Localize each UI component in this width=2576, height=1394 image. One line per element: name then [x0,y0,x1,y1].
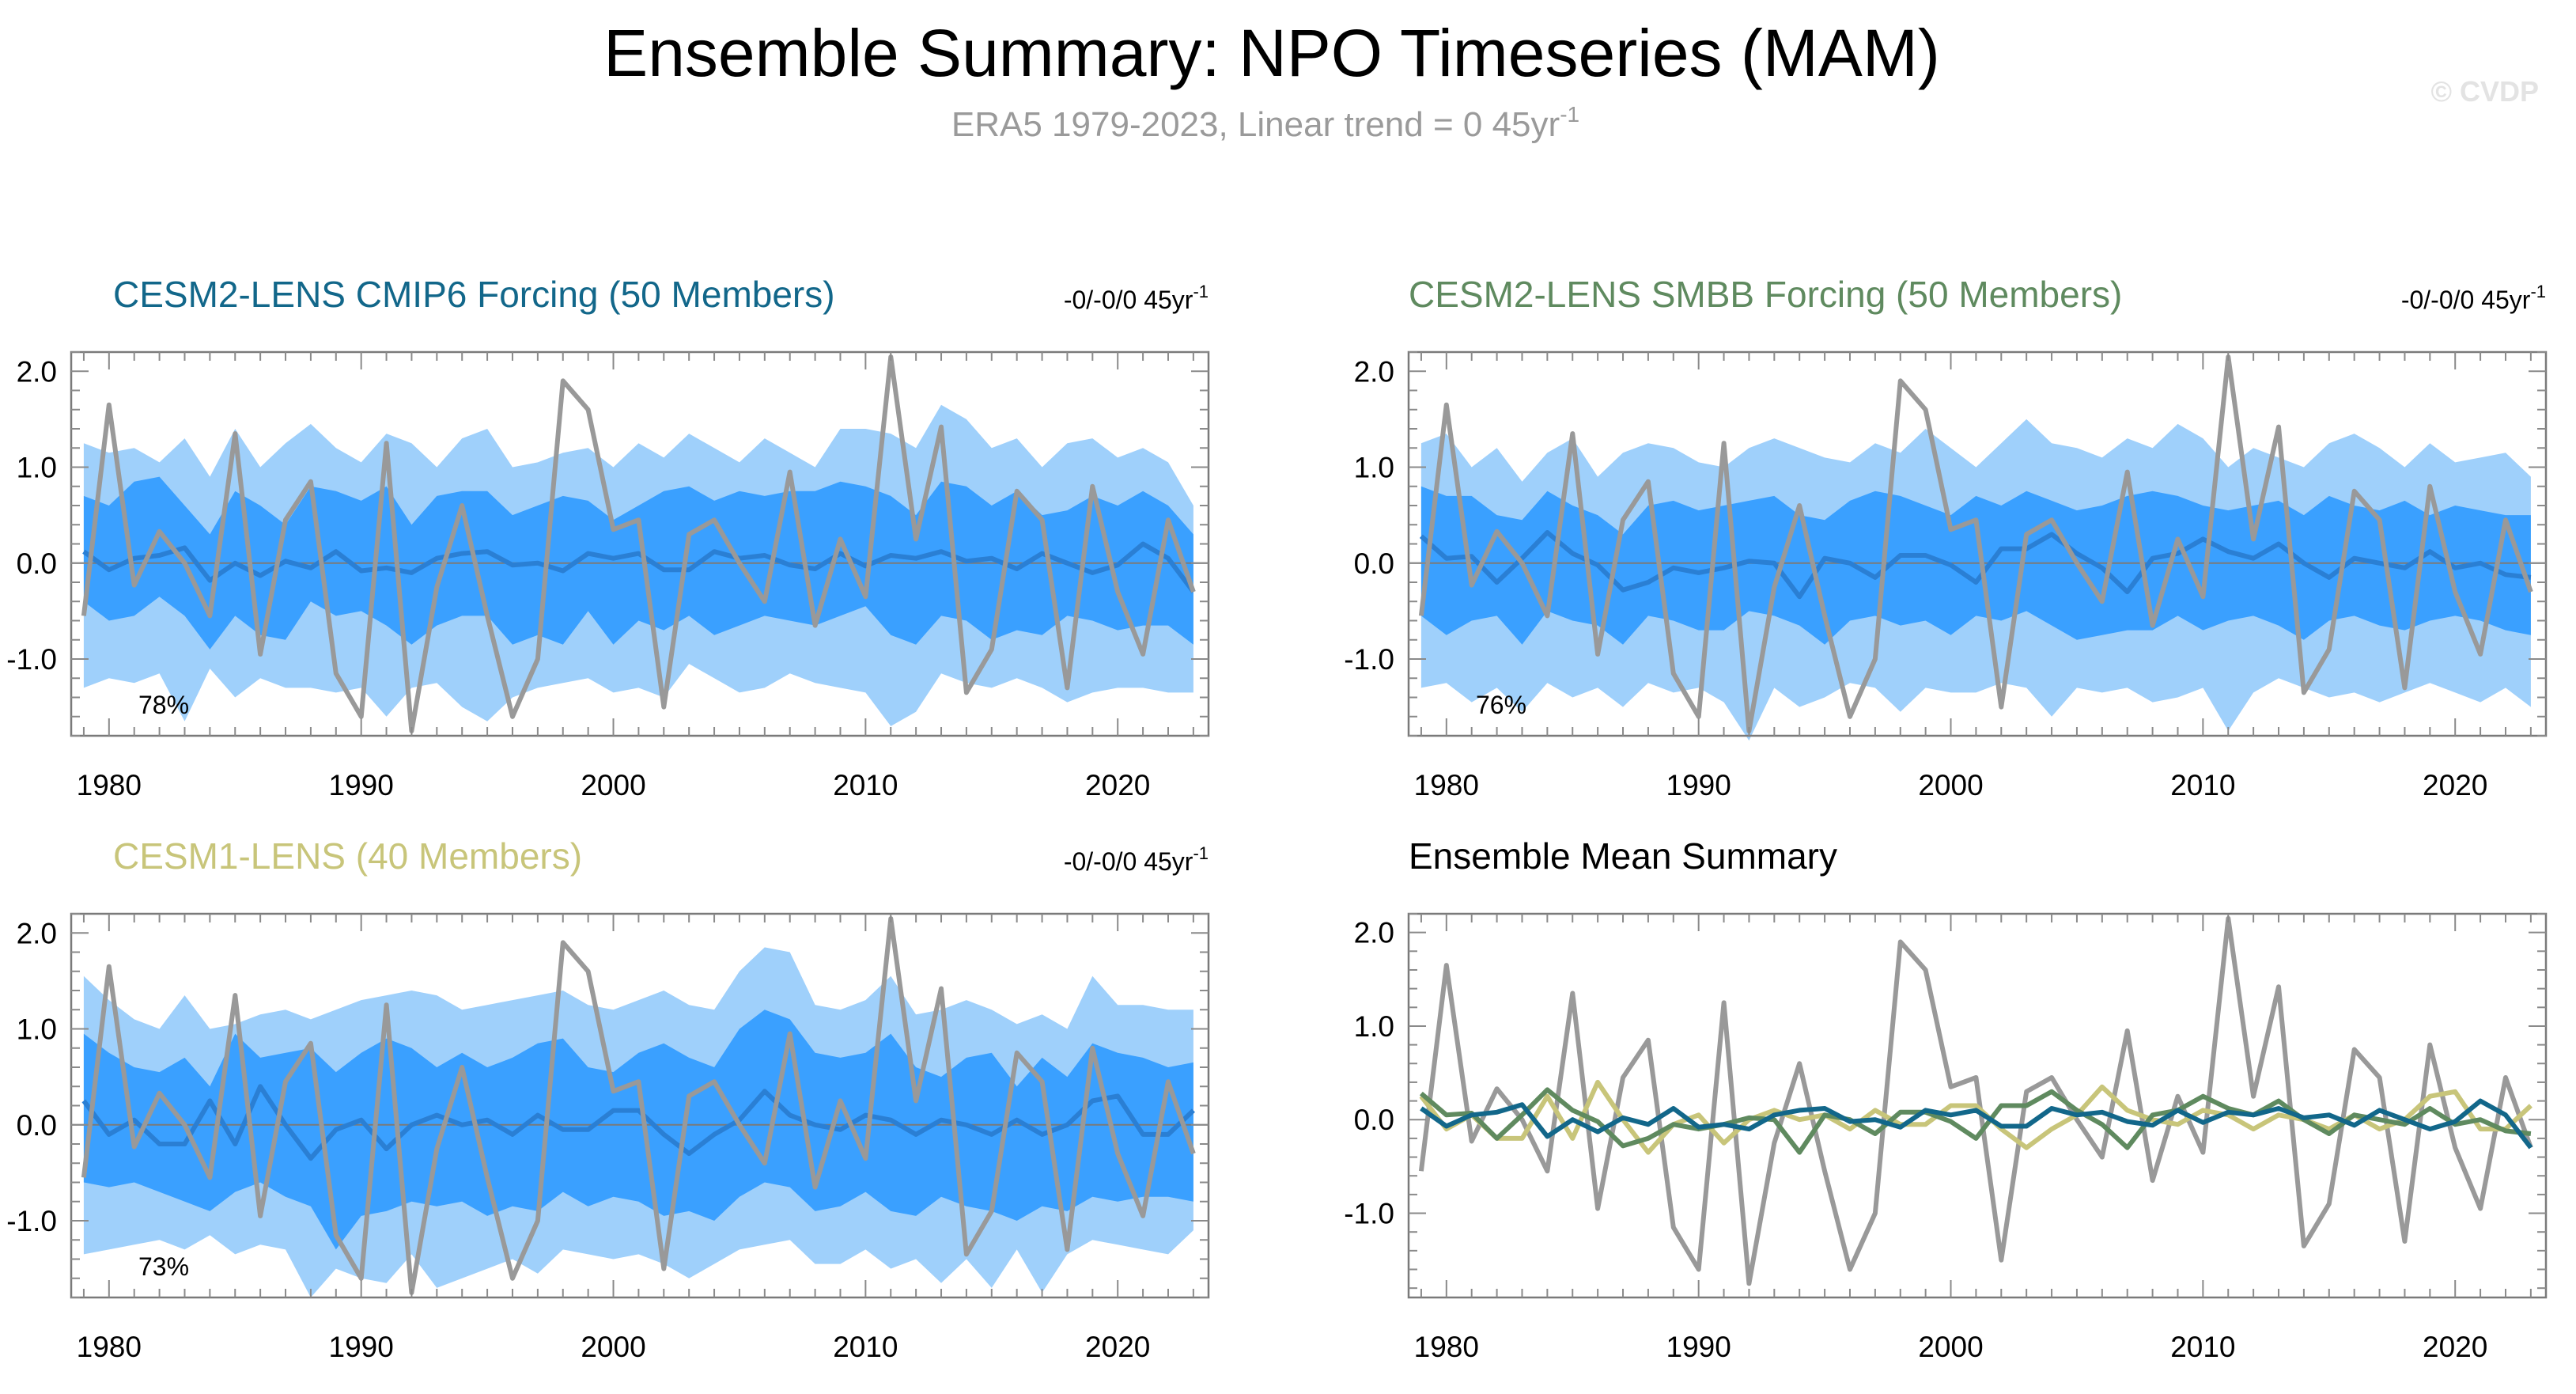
x-tick-label: 2020 [1085,1331,1150,1363]
panel-title: CESM2-LENS SMBB Forcing (50 Members) [1409,274,2122,315]
percent-label: 73% [138,1252,189,1281]
era5-observation-line [81,916,1196,1295]
ensemble-mean-line [82,541,1196,593]
y-tick-label: 0.0 [1354,1104,1394,1136]
series-line-era5 [1418,915,2533,1286]
x-tick-label: 2010 [833,769,898,801]
x-tick-label: 1980 [1414,1331,1479,1363]
trend-label: -0/-0/0 45yr-1 [1064,282,1209,314]
x-tick-label: 2000 [581,769,645,801]
x-tick-label: 1980 [77,769,142,801]
ensemble-mean-line [1419,530,2532,600]
x-tick-label: 2010 [2170,1331,2235,1363]
trend-label-main: -0/-0/0 45yr [1064,286,1193,314]
x-tick-label: 2020 [1085,769,1150,801]
x-tick-label: 2000 [1918,769,1983,801]
x-tick-label: 1980 [77,1331,142,1363]
x-tick-label: 1990 [1666,769,1731,801]
trend-label-main: -0/-0/0 45yr [2401,286,2531,314]
panel-title: CESM1-LENS (40 Members) [113,835,582,877]
x-tick-label: 2020 [2423,1331,2487,1363]
x-tick-label: 2000 [1918,1331,1983,1363]
y-tick-label: 2.0 [1354,355,1394,388]
y-tick-label: -1.0 [6,1205,57,1237]
trend-label: -0/-0/0 45yr-1 [2401,282,2546,314]
y-tick-label: 1.0 [17,452,57,484]
y-tick-label: 0.0 [17,547,57,580]
x-tick-label: 2010 [833,1331,898,1363]
y-tick-label: -1.0 [6,643,57,676]
trend-label-superscript: -1 [1193,282,1209,301]
y-tick-label: 1.0 [17,1013,57,1046]
y-tick-label: 2.0 [17,355,57,388]
x-tick-label: 1990 [329,1331,394,1363]
trend-label-main: -0/-0/0 45yr [1064,847,1193,876]
x-tick-label: 1990 [1666,1331,1731,1363]
figure-subtitle: ERA5 1979-2023, Linear trend = 0 45yr-1 [951,102,1579,144]
x-tick-label: 1980 [1414,769,1479,801]
figure-subtitle-main: ERA5 1979-2023, Linear trend = 0 45yr [951,105,1560,144]
y-tick-label: 0.0 [17,1109,57,1142]
y-tick-label: 1.0 [1354,1010,1394,1043]
percent-label: 76% [1476,691,1526,719]
panel-3: 73% -0/-0/0 45yr-1 CESM1-LENS (40 Members)… [6,835,1210,1363]
x-tick-label: 2000 [581,1331,645,1363]
y-tick-label: 2.0 [1354,917,1394,949]
x-tick-label: 1990 [329,769,394,801]
y-tick-label: 2.0 [17,917,57,949]
era5-observation-line [1418,354,2533,733]
ensemble-mean-line [81,1084,1195,1161]
trend-label-superscript: -1 [1193,843,1209,863]
inner-spread-band [83,1010,1193,1250]
trend-label-superscript: -1 [2530,282,2546,301]
panel-4: Ensemble Mean Summary 1980 1990 2000 2010 202… [1344,835,2548,1363]
y-tick-label: -1.0 [1344,643,1394,676]
series-line-cesm2-lens-cmip6 [1420,1098,2533,1150]
percent-label: 78% [138,691,189,719]
panel-title: CESM2-LENS CMIP6 Forcing (50 Members) [113,274,835,315]
panel-1: 78% -0/-0/0 45yr-1 CESM2-LENS CMIP6 Forcin… [6,274,1210,801]
watermark: © CVDP [2430,75,2539,108]
panel-title: Ensemble Mean Summary [1409,835,1837,877]
x-tick-label: 2010 [2170,769,2235,801]
y-tick-label: 1.0 [1354,452,1394,484]
plot-frame [1407,912,2548,1299]
figure-subtitle-superscript: -1 [1560,102,1579,127]
y-tick-label: -1.0 [1344,1198,1394,1230]
y-tick-label: 0.0 [1354,547,1394,580]
x-tick-label: 2020 [2423,769,2487,801]
era5-observation-line [81,354,1196,733]
figure-title: Ensemble Summary: NPO Timeseries (MAM) [603,16,1940,90]
trend-label: -0/-0/0 45yr-1 [1064,843,1209,876]
panel-2: 76% -0/-0/0 45yr-1 CESM2-LENS SMBB Forcing… [1344,274,2548,801]
